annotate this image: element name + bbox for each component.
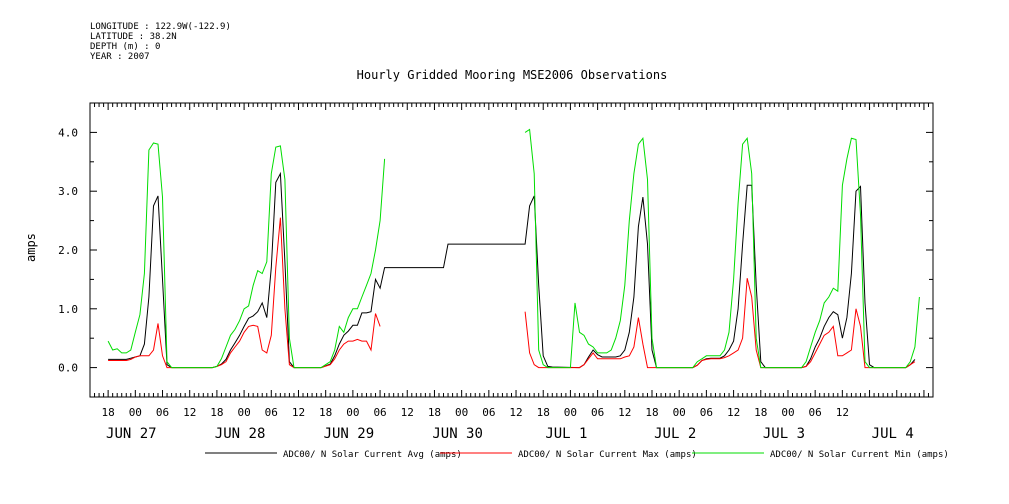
x-tick-label: 06 (373, 406, 386, 419)
x-day-label: JUL 2 (654, 426, 696, 442)
x-day-label: JUL 4 (872, 426, 914, 442)
x-tick-label: 00 (129, 406, 142, 419)
x-day-label: JUN 29 (324, 426, 375, 442)
x-tick-label: 12 (401, 406, 414, 419)
x-tick-label: 06 (265, 406, 278, 419)
latitude-label: LATITUDE : 38.2N (90, 32, 177, 42)
x-tick-label: 00 (237, 406, 250, 419)
year-label: YEAR : 2007 (90, 52, 150, 62)
x-tick-label: 00 (346, 406, 359, 419)
legend-label-3: ADC00/ N Solar Current Min (amps) (770, 450, 949, 460)
longitude-label: LONGITUDE : 122.9W(-122.9) (90, 22, 231, 32)
y-tick-label: 0.0 (58, 362, 78, 375)
chart-legend: ADC00/ N Solar Current Avg (amps) ADC00/ … (205, 450, 949, 460)
x-tick-label: 12 (509, 406, 522, 419)
x-tick-label: 12 (292, 406, 305, 419)
x-tick-label: 18 (754, 406, 767, 419)
x-day-label: JUN 27 (106, 426, 157, 442)
x-day-label: JUN 28 (215, 426, 266, 442)
x-tick-label: 18 (319, 406, 332, 419)
x-tick-label: 00 (564, 406, 577, 419)
x-tick-label: 12 (618, 406, 631, 419)
x-tick-label: 12 (836, 406, 849, 419)
x-tick-label: 18 (428, 406, 441, 419)
x-tick-label: 06 (591, 406, 604, 419)
x-tick-label: 18 (210, 406, 223, 419)
x-tick-label: 18 (537, 406, 550, 419)
legend-label-2: ADC00/ N Solar Current Max (amps) (518, 450, 697, 460)
x-tick-label: 06 (482, 406, 495, 419)
x-tick-label: 00 (781, 406, 794, 419)
chart-title: Hourly Gridded Mooring MSE2006 Observati… (356, 68, 668, 82)
y-tick-label: 2.0 (58, 244, 78, 257)
y-tick-label: 4.0 (58, 126, 78, 139)
x-tick-label: 00 (455, 406, 468, 419)
x-tick-label: 12 (727, 406, 740, 419)
legend-label-1: ADC00/ N Solar Current Avg (amps) (283, 450, 462, 460)
x-tick-label: 18 (102, 406, 115, 419)
series-line-3-b (524, 128, 920, 369)
series-line-2-b (524, 278, 916, 369)
x-tick-label: 06 (156, 406, 169, 419)
depth-label: DEPTH (m) : 0 (90, 42, 161, 52)
x-tick-label: 00 (673, 406, 686, 419)
x-day-label: JUL 1 (545, 426, 587, 442)
x-tick-label: 06 (809, 406, 822, 419)
series-line-3 (107, 142, 386, 369)
y-tick-label: 3.0 (58, 185, 78, 198)
x-tick-label: 06 (700, 406, 713, 419)
plot-frame (89, 102, 934, 398)
x-tick-label: 18 (645, 406, 658, 419)
chart-axes: 0.0 1.0 2.0 3.0 4.0 18 00 06 12 18 00 06 12 18 00 06 12 1… (58, 102, 934, 442)
y-tick-label: 1.0 (58, 303, 78, 316)
x-day-label: JUL 3 (763, 426, 805, 442)
x-day-label: JUN 30 (432, 426, 483, 442)
chart-lines (107, 128, 920, 369)
series-line-2 (108, 217, 381, 369)
x-tick-label: 12 (183, 406, 196, 419)
